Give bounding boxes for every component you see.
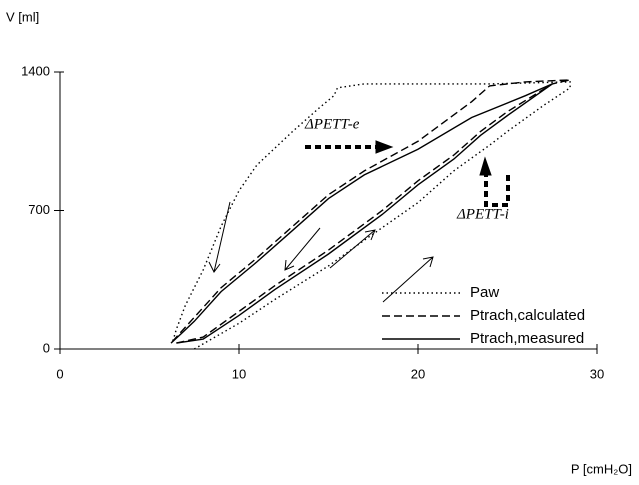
arrows (208, 140, 510, 303)
y-tick-label: 700 (28, 202, 50, 217)
legend-label: Ptrach,measured (470, 330, 584, 347)
x-tick-label: 10 (232, 366, 246, 381)
annotation: ΔPETT-i (456, 206, 509, 222)
y-tick-label: 0 (43, 340, 50, 355)
y-axis-label: V [ml] (6, 9, 39, 24)
x-tick-label: 30 (590, 366, 604, 381)
series-line (170, 83, 553, 344)
x-axis-label: P [cmH₂O] (571, 461, 632, 476)
legend-label: Ptrach,calculated (470, 307, 585, 324)
series-line (170, 79, 571, 344)
annotation: ΔPETT-e (304, 116, 360, 132)
legend-label: Paw (470, 284, 499, 301)
series-line (172, 81, 571, 350)
x-tick-label: 0 (56, 366, 63, 381)
y-tick-label: 1400 (21, 63, 50, 78)
x-tick-label: 20 (411, 366, 425, 381)
